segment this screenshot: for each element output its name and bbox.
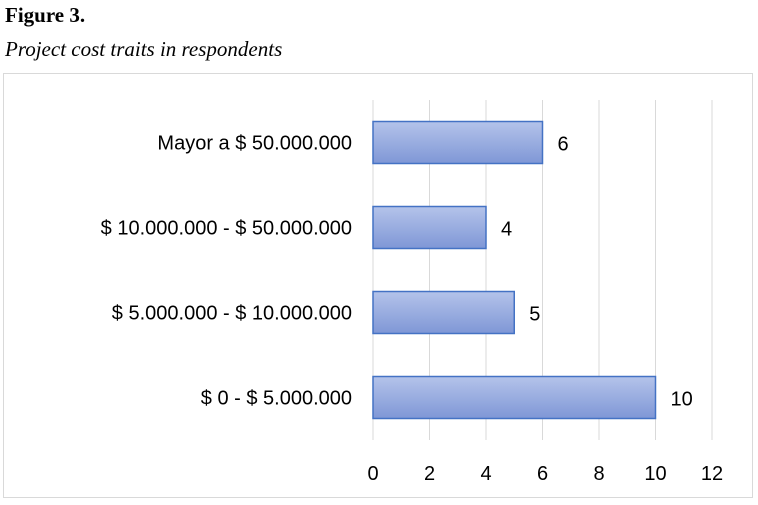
data-label: 4 [501, 219, 512, 241]
data-label: 5 [529, 304, 540, 326]
labels: 0 2 4 6 8 10 12 Mayor a $ 50.000.000 6 $ 10.000.0… [101, 133, 723, 486]
bar-1 [372, 205, 487, 250]
category-label: Mayor a $ 50.000.000 [157, 133, 352, 155]
bar-3 [372, 375, 657, 420]
x-tick-label: 10 [644, 463, 666, 485]
x-tick-label: 4 [480, 463, 491, 485]
category-label: $ 0 - $ 5.000.000 [201, 388, 352, 410]
x-tick-label: 8 [593, 463, 604, 485]
bars [372, 120, 657, 420]
data-label: 6 [558, 134, 569, 156]
bar-2 [372, 290, 515, 335]
x-tick-label: 12 [701, 463, 723, 485]
figure-caption: Project cost traits in respondents [5, 37, 283, 61]
category-label: $ 10.000.000 - $ 50.000.000 [101, 218, 352, 240]
figure-number: Figure 3. [5, 3, 86, 27]
x-tick-label: 2 [424, 463, 435, 485]
bar-0 [372, 120, 544, 165]
x-tick-label: 6 [537, 463, 548, 485]
x-tick-label: 0 [367, 463, 378, 485]
category-label: $ 5.000.000 - $ 10.000.000 [112, 303, 352, 325]
data-label: 10 [671, 389, 693, 411]
chart-frame [3, 73, 753, 498]
